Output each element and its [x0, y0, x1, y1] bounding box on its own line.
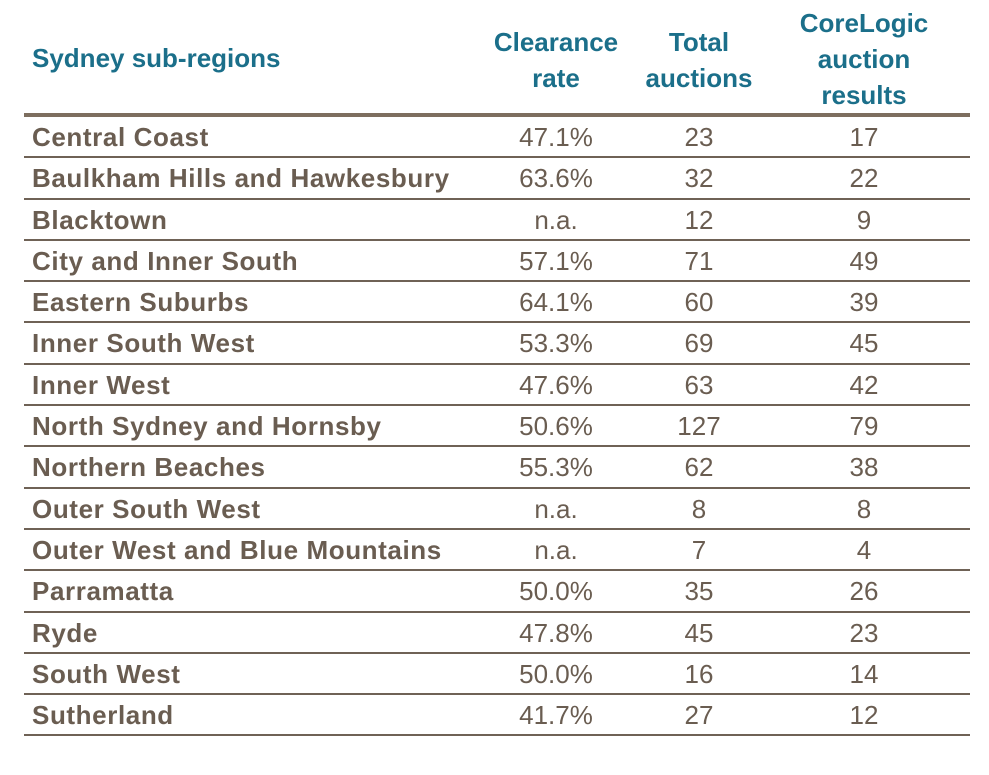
header-divider: [24, 113, 970, 117]
header-corelogic-line-1: CoreLogic: [799, 8, 929, 38]
cell-total-auctions: 23: [684, 122, 714, 152]
cell-corelogic-results: 12: [849, 700, 879, 731]
cell-corelogic-results: 9: [856, 204, 872, 235]
header-clearance-line-2: rate: [532, 63, 580, 93]
cell-total-auctions: 7: [691, 534, 707, 565]
table-row: Sutherland 41.7% 27 12: [24, 695, 970, 737]
cell-corelogic-results: 22: [849, 163, 879, 194]
cell-region: Inner South West: [32, 328, 255, 359]
cell-corelogic-results: 17: [849, 122, 879, 152]
cell-region: Inner West: [32, 369, 171, 400]
cell-clearance-rate: n.a.: [534, 204, 578, 235]
table-row: Eastern Suburbs 64.1% 60 39: [24, 282, 970, 324]
cell-region: Eastern Suburbs: [32, 287, 250, 318]
table-row: North Sydney and Hornsby 50.6% 127 79: [24, 406, 970, 448]
cell-clearance-rate: 64.1%: [519, 287, 593, 318]
cell-total-auctions: 16: [684, 658, 714, 689]
cell-clearance-rate: 50.0%: [519, 576, 593, 607]
cell-clearance-rate: 47.8%: [519, 617, 593, 648]
cell-clearance-rate: 50.6%: [519, 411, 593, 442]
cell-region: North Sydney and Hornsby: [32, 411, 382, 442]
table-row: Blacktown n.a. 12 9: [24, 200, 970, 241]
table-row: South West 50.0% 16 14: [24, 654, 970, 696]
cell-corelogic-results: 79: [849, 411, 879, 442]
table-body: Central Coast 47.1% 23 17 Baulkham Hills and…: [24, 117, 970, 737]
header-total-line-1: Total: [668, 27, 730, 57]
cell-total-auctions: 27: [684, 700, 714, 731]
header-corelogic-line-2: auction: [817, 44, 911, 74]
cell-corelogic-results: 49: [849, 245, 879, 276]
cell-clearance-rate: n.a.: [534, 493, 578, 524]
table-row: Baulkham Hills and Hawkesbury 63.6% 32 22: [24, 158, 970, 200]
cell-region: Outer South West: [32, 493, 261, 524]
cell-corelogic-results: 38: [849, 452, 879, 483]
cell-corelogic-results: 23: [849, 617, 879, 648]
cell-clearance-rate: 53.3%: [519, 328, 593, 359]
header-corelogic-line-3: results: [821, 80, 907, 110]
cell-total-auctions: 45: [684, 617, 714, 648]
cell-total-auctions: 62: [684, 452, 714, 483]
cell-region: Central Coast: [32, 122, 209, 152]
cell-clearance-rate: 47.1%: [519, 122, 593, 152]
table-header: Sydney sub-regions Clearance rate Total …: [24, 0, 970, 113]
table-row: City and Inner South 57.1% 71 49: [24, 241, 970, 283]
cell-region: Blacktown: [32, 204, 168, 235]
cell-total-auctions: 60: [684, 287, 714, 318]
header-total-auctions: Total auctions: [634, 24, 764, 96]
table-row: Northern Beaches 55.3% 62 38: [24, 447, 970, 489]
cell-corelogic-results: 45: [849, 328, 879, 359]
cell-total-auctions: 69: [684, 328, 714, 359]
table-row: Inner West 47.6% 63 42: [24, 365, 970, 407]
cell-total-auctions: 71: [684, 245, 714, 276]
table-row: Central Coast 47.1% 23 17: [24, 117, 970, 159]
cell-region: Baulkham Hills and Hawkesbury: [32, 163, 450, 194]
table-row: Outer West and Blue Mountains n.a. 7 4: [24, 530, 970, 572]
cell-total-auctions: 8: [691, 493, 707, 524]
cell-region: Ryde: [32, 617, 98, 648]
cell-corelogic-results: 42: [849, 369, 879, 400]
cell-corelogic-results: 14: [849, 658, 879, 689]
table-row: Inner South West 53.3% 69 45: [24, 323, 970, 365]
header-clearance-line-1: Clearance: [493, 27, 619, 57]
cell-corelogic-results: 39: [849, 287, 879, 318]
cell-clearance-rate: 63.6%: [519, 163, 593, 194]
cell-clearance-rate: 47.6%: [519, 369, 593, 400]
cell-total-auctions: 63: [684, 369, 714, 400]
cell-corelogic-results: 8: [856, 493, 872, 524]
cell-clearance-rate: n.a.: [534, 534, 578, 565]
cell-region: Parramatta: [32, 576, 174, 607]
header-corelogic-auction-results: CoreLogic auction results: [784, 5, 944, 113]
cell-corelogic-results: 26: [849, 576, 879, 607]
header-clearance-rate: Clearance rate: [482, 24, 630, 96]
cell-region: South West: [32, 658, 181, 689]
cell-total-auctions: 12: [684, 204, 714, 235]
cell-clearance-rate: 57.1%: [519, 245, 593, 276]
cell-region: Northern Beaches: [32, 452, 266, 483]
cell-region: City and Inner South: [32, 245, 299, 276]
table-row: Parramatta 50.0% 35 26: [24, 571, 970, 613]
cell-clearance-rate: 50.0%: [519, 658, 593, 689]
cell-region: Sutherland: [32, 700, 174, 731]
cell-clearance-rate: 41.7%: [519, 700, 593, 731]
cell-region: Outer West and Blue Mountains: [32, 534, 442, 565]
header-sydney-sub-regions: Sydney sub-regions: [32, 43, 281, 73]
cell-total-auctions: 35: [684, 576, 714, 607]
cell-corelogic-results: 4: [856, 534, 872, 565]
header-total-line-2: auctions: [645, 63, 753, 93]
table-row: Outer South West n.a. 8 8: [24, 489, 970, 530]
table-row: Ryde 47.8% 45 23: [24, 613, 970, 654]
cell-clearance-rate: 55.3%: [519, 452, 593, 483]
auction-results-table: Sydney sub-regions Clearance rate Total …: [24, 0, 970, 737]
cell-total-auctions: 127: [677, 411, 721, 442]
cell-total-auctions: 32: [684, 163, 714, 194]
